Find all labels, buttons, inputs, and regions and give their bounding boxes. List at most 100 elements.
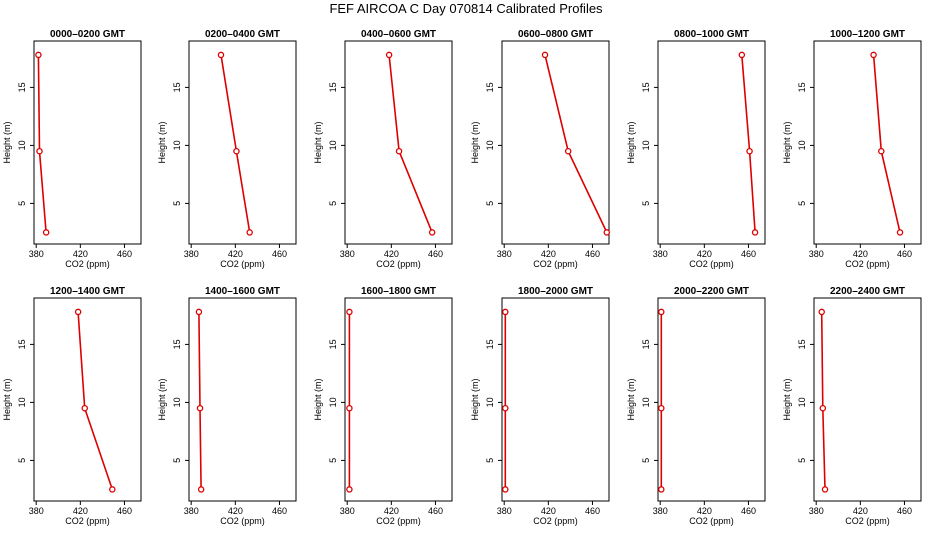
x-tick-label: 380 bbox=[29, 506, 44, 516]
x-tick-label: 380 bbox=[184, 249, 199, 259]
x-tick-label: 420 bbox=[228, 506, 243, 516]
data-point bbox=[395, 147, 403, 155]
y-tick-label: 5 bbox=[641, 458, 651, 463]
x-axis-label: CO2 (ppm) bbox=[533, 516, 578, 526]
y-axis-label: Height (m) bbox=[157, 121, 167, 163]
x-axis-label: CO2 (ppm) bbox=[65, 516, 110, 526]
y-tick-label: 15 bbox=[17, 339, 27, 349]
x-tick-label: 380 bbox=[340, 249, 355, 259]
y-axis-label: Height (m) bbox=[782, 378, 792, 420]
y-axis-label: Height (m) bbox=[782, 121, 792, 163]
x-tick-label: 460 bbox=[585, 506, 600, 516]
x-tick-label: 380 bbox=[809, 249, 824, 259]
plot-frame bbox=[813, 40, 922, 245]
series-line bbox=[820, 311, 826, 490]
y-tick-label: 15 bbox=[172, 82, 182, 92]
y-tick-label: 15 bbox=[797, 82, 807, 92]
x-tick-label: 420 bbox=[384, 249, 399, 259]
plot-frame bbox=[813, 297, 922, 502]
panel-title: 2200–2400 GMT bbox=[830, 286, 905, 297]
y-tick-label: 10 bbox=[797, 397, 807, 407]
y-tick-label: 10 bbox=[641, 140, 651, 150]
x-tick-label: 460 bbox=[741, 249, 756, 259]
data-point bbox=[502, 308, 509, 316]
x-tick-label: 420 bbox=[73, 249, 88, 259]
chart-panel-7: 1200–1400 GMT 380 420 460 5 10 15 CO2 (ppm) Heig… bbox=[2, 286, 142, 526]
x-tick-label: 460 bbox=[897, 506, 912, 516]
data-point bbox=[197, 486, 205, 493]
x-tick-label: 420 bbox=[853, 506, 868, 516]
y-tick-label: 15 bbox=[485, 82, 495, 92]
data-point bbox=[196, 404, 204, 412]
series-line bbox=[388, 54, 433, 233]
chart-panel-8: 1400–1600 GMT 380 420 460 5 10 15 CO2 (ppm) Heig… bbox=[157, 286, 297, 526]
x-tick-label: 460 bbox=[428, 249, 443, 259]
data-point bbox=[74, 308, 82, 316]
chart-panel-2: 0200–0400 GMT 380 420 460 5 10 15 CO2 (ppm) Heig… bbox=[157, 29, 297, 269]
y-axis-label: Height (m) bbox=[157, 378, 167, 420]
y-axis-label: Height (m) bbox=[626, 121, 636, 163]
data-point bbox=[502, 404, 509, 412]
data-point bbox=[658, 486, 665, 493]
data-point bbox=[385, 51, 393, 59]
data-point bbox=[346, 404, 353, 412]
x-axis-label: CO2 (ppm) bbox=[220, 259, 265, 269]
x-tick-label: 380 bbox=[653, 249, 668, 259]
x-axis-label: CO2 (ppm) bbox=[376, 516, 421, 526]
x-tick-label: 420 bbox=[228, 249, 243, 259]
chart-panel-6: 1000–1200 GMT 380 420 460 5 10 15 CO2 (ppm) Heig… bbox=[782, 29, 922, 269]
plot-frame bbox=[657, 297, 766, 502]
y-axis-label: Height (m) bbox=[470, 378, 480, 420]
chart-panel-1: 0000–0200 GMT 380 420 460 5 10 15 CO2 (ppm) Heig… bbox=[2, 29, 142, 269]
y-tick-label: 5 bbox=[17, 201, 27, 206]
data-point bbox=[217, 51, 225, 59]
y-tick-label: 15 bbox=[172, 339, 182, 349]
x-axis-label: CO2 (ppm) bbox=[65, 259, 110, 269]
y-tick-label: 5 bbox=[797, 201, 807, 206]
x-tick-label: 460 bbox=[272, 506, 287, 516]
data-point bbox=[751, 229, 759, 236]
data-point bbox=[541, 51, 549, 59]
x-tick-label: 460 bbox=[117, 506, 132, 516]
y-tick-label: 10 bbox=[485, 140, 495, 150]
y-tick-label: 5 bbox=[485, 458, 495, 463]
x-tick-label: 460 bbox=[272, 249, 287, 259]
x-tick-label: 460 bbox=[585, 249, 600, 259]
y-tick-label: 10 bbox=[485, 397, 495, 407]
x-tick-label: 380 bbox=[340, 506, 355, 516]
x-tick-label: 460 bbox=[117, 249, 132, 259]
data-point bbox=[818, 308, 825, 316]
data-point bbox=[819, 404, 827, 412]
y-tick-label: 5 bbox=[797, 458, 807, 463]
x-tick-label: 420 bbox=[73, 506, 88, 516]
y-tick-label: 10 bbox=[328, 140, 338, 150]
y-tick-label: 5 bbox=[328, 201, 338, 206]
x-tick-label: 380 bbox=[29, 249, 44, 259]
x-axis-label: CO2 (ppm) bbox=[376, 259, 421, 269]
data-point bbox=[109, 486, 116, 493]
data-point bbox=[81, 404, 88, 412]
y-tick-label: 10 bbox=[17, 397, 27, 407]
data-point bbox=[502, 486, 509, 493]
y-axis-label: Height (m) bbox=[470, 121, 480, 163]
chart-panel-3: 0400–0600 GMT 380 420 460 5 10 15 CO2 (ppm) Heig… bbox=[313, 29, 453, 269]
series-line bbox=[37, 54, 47, 233]
y-tick-label: 15 bbox=[328, 339, 338, 349]
data-point bbox=[658, 308, 665, 316]
x-tick-label: 380 bbox=[184, 506, 199, 516]
data-point bbox=[821, 486, 829, 493]
y-tick-label: 10 bbox=[172, 397, 182, 407]
data-point bbox=[346, 486, 353, 493]
plot-frame bbox=[657, 40, 766, 245]
y-axis-label: Height (m) bbox=[2, 378, 12, 420]
plot-frame bbox=[33, 40, 142, 245]
x-axis-label: CO2 (ppm) bbox=[220, 516, 265, 526]
data-point bbox=[428, 229, 436, 236]
x-tick-label: 380 bbox=[497, 249, 512, 259]
y-axis-label: Height (m) bbox=[626, 378, 636, 420]
x-tick-label: 420 bbox=[541, 506, 556, 516]
y-tick-label: 5 bbox=[485, 201, 495, 206]
panel-title: 2000–2200 GMT bbox=[674, 286, 749, 297]
y-tick-label: 10 bbox=[328, 397, 338, 407]
